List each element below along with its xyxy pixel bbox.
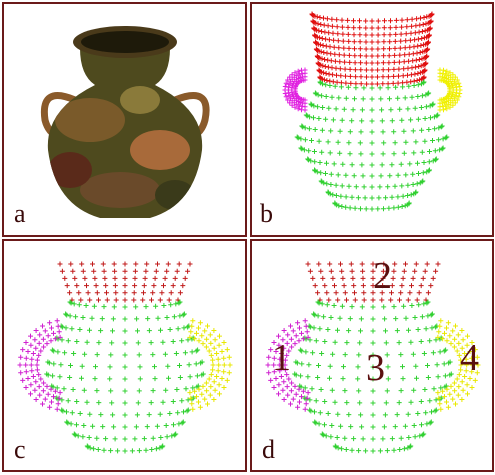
figure: a b c d 1 2 3 4 bbox=[0, 0, 495, 475]
panel-label: c bbox=[14, 435, 26, 464]
page: a b c d 1 2 3 4 (() => { const data = JS… bbox=[0, 0, 495, 475]
part-label: 4 bbox=[460, 337, 479, 379]
vase-render bbox=[40, 26, 210, 225]
panel-label: d bbox=[262, 435, 275, 464]
vase-body bbox=[40, 40, 210, 225]
vase-mouth bbox=[81, 31, 169, 53]
handle-points bbox=[283, 68, 308, 113]
point-clouds bbox=[18, 12, 481, 454]
part-label: 1 bbox=[272, 337, 291, 379]
neck-points bbox=[58, 262, 193, 303]
handle-points bbox=[438, 68, 463, 113]
part-label: 2 bbox=[373, 255, 392, 297]
body-points bbox=[295, 80, 450, 212]
neck-points bbox=[310, 12, 435, 87]
part-label: 3 bbox=[366, 347, 385, 389]
body-points bbox=[44, 300, 206, 454]
panel-label: a bbox=[14, 199, 26, 228]
panel-label: b bbox=[260, 199, 273, 228]
